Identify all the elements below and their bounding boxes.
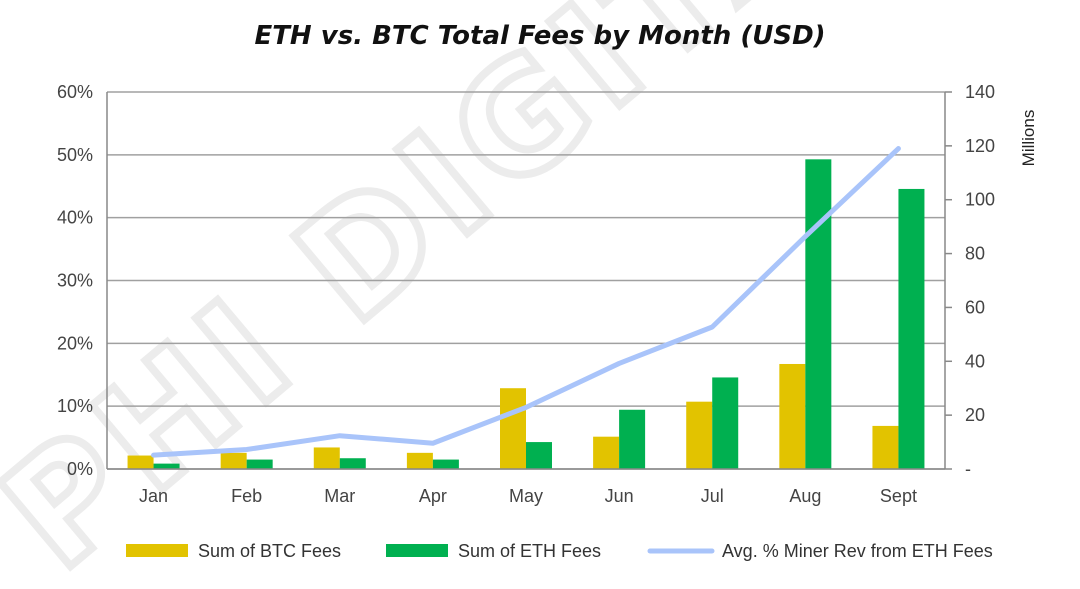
btc-fee-bar (686, 401, 713, 469)
y-left-tick-label: 50% (57, 145, 93, 165)
x-tick-label: Feb (231, 486, 262, 506)
eth-fee-bar (805, 159, 832, 470)
y-right-tick-label: 60 (965, 297, 985, 317)
x-tick-label: Mar (324, 486, 355, 506)
eth-fee-bar (619, 409, 646, 469)
x-tick-label: May (509, 486, 543, 506)
legend-eth-swatch (386, 544, 448, 557)
eth-fee-bar (339, 458, 366, 469)
x-tick-label: Jun (605, 486, 634, 506)
y-right-tick-label: 120 (965, 136, 995, 156)
x-tick-label: Sept (880, 486, 917, 506)
eth-fee-bar (526, 442, 552, 469)
btc-fee-bar (220, 452, 247, 469)
btc-fee-bar (406, 452, 433, 469)
eth-fee-bar (246, 459, 273, 469)
legend-btc-swatch (126, 544, 188, 557)
y-right-axis-label: Millions (1019, 110, 1038, 167)
miner-rev-line (151, 146, 901, 458)
legend: Sum of BTC Fees Sum of ETH Fees Avg. % Min… (126, 541, 993, 561)
y-left-tick-label: 40% (57, 208, 93, 228)
chart-title: ETH vs. BTC Total Fees by Month (USD) (254, 21, 825, 51)
btc-fee-bar (593, 436, 620, 469)
y-left-tick-label: 30% (57, 271, 93, 291)
bars (127, 159, 925, 470)
y-left-tick-label: 0% (67, 459, 93, 479)
x-tick-label: Jul (701, 486, 724, 506)
y-left-tick-label: 20% (57, 333, 93, 353)
btc-fee-bar (127, 455, 154, 469)
y-left-tick-label: 60% (57, 82, 93, 102)
legend-eth-label: Sum of ETH Fees (458, 541, 601, 561)
btc-fee-bar (872, 425, 899, 469)
legend-miner-rev-label: Avg. % Miner Rev from ETH Fees (722, 541, 993, 561)
eth-fee-bar (898, 188, 925, 469)
y-right-tick-label: 20 (965, 405, 985, 425)
y-left-tick-label: 10% (57, 396, 93, 416)
y-right-tick-label: - (965, 459, 971, 479)
legend-btc-label: Sum of BTC Fees (198, 541, 341, 561)
axes: 0% 10% 20% 30% 40% 50% 60% - 20 40 60 80 100 120 140 Ja… (57, 82, 995, 506)
y-right-tick-label: 80 (965, 244, 985, 264)
x-tick-label: Apr (419, 486, 447, 506)
eth-fee-bar (712, 377, 739, 469)
btc-fee-bar (779, 363, 806, 469)
btc-fee-bar (313, 447, 340, 469)
y-right-tick-label: 40 (965, 351, 985, 371)
x-tick-label: Aug (789, 486, 821, 506)
btc-fee-bar (500, 388, 526, 469)
x-tick-label: Jan (139, 486, 168, 506)
eth-fee-bar (153, 463, 180, 469)
y-right-tick-label: 100 (965, 190, 995, 210)
eth-fee-bar (432, 459, 459, 469)
y-right-tick-label: 140 (965, 82, 995, 102)
line-series (151, 146, 901, 458)
